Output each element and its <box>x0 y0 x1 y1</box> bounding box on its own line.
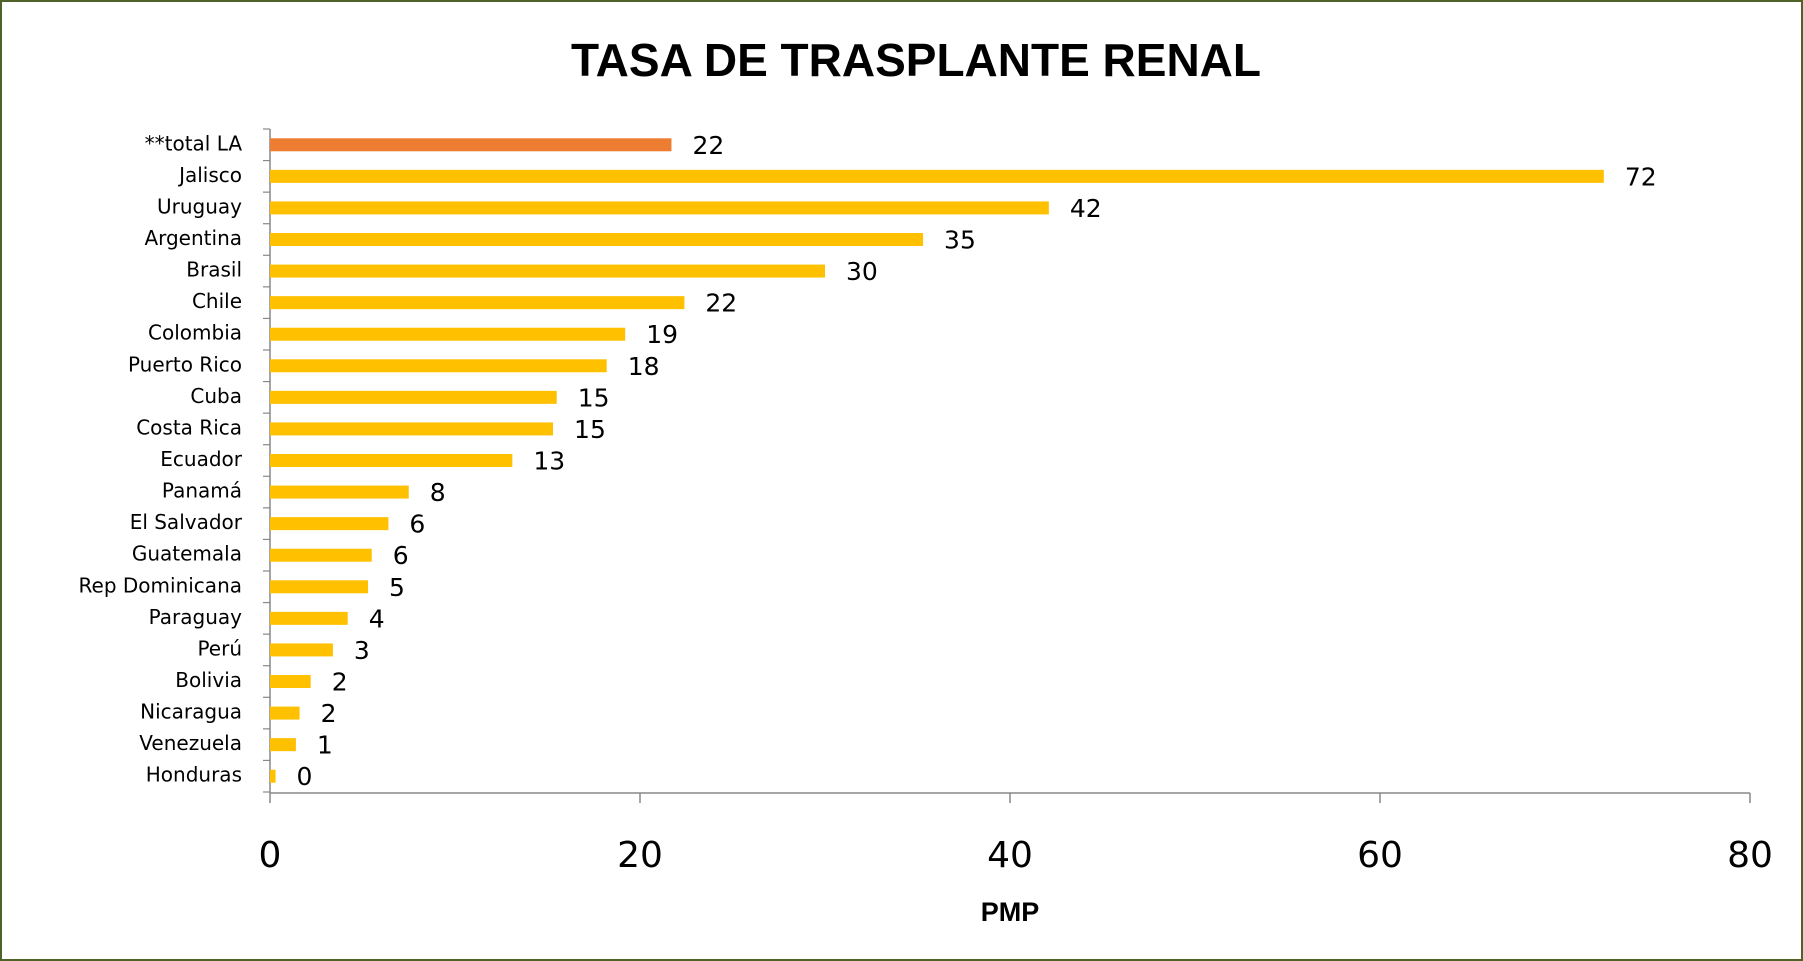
bar <box>270 769 276 783</box>
y-tick-label: Chile <box>192 289 242 313</box>
value-label: 42 <box>1070 194 1102 223</box>
y-tick-label: Ecuador <box>160 447 242 471</box>
x-tick-label: 20 <box>617 835 663 876</box>
value-label: 2 <box>332 668 348 697</box>
x-tick-label: 40 <box>987 835 1033 876</box>
bar <box>270 643 333 657</box>
value-label: 8 <box>430 478 446 507</box>
y-tick-label: Panamá <box>162 479 242 503</box>
bar <box>270 138 672 152</box>
y-tick-label: Uruguay <box>157 194 242 218</box>
chart-title: TASA DE TRASPLANTE RENAL <box>571 34 1261 86</box>
bar <box>270 422 554 436</box>
value-label: 72 <box>1625 162 1657 191</box>
value-label: 19 <box>646 320 678 349</box>
y-tick-label: Perú <box>197 636 242 660</box>
x-tick-label: 80 <box>1727 835 1773 876</box>
y-tick-label: Honduras <box>146 763 242 787</box>
bar <box>270 454 513 467</box>
value-label: 22 <box>692 131 724 160</box>
bar <box>270 233 924 246</box>
bar <box>270 548 372 562</box>
bar <box>270 517 389 531</box>
bar <box>270 738 296 752</box>
y-tick-label: Bolivia <box>175 668 242 692</box>
value-label: 3 <box>354 636 370 665</box>
value-label: 2 <box>321 699 337 728</box>
bar <box>270 359 607 373</box>
y-tick-label: Rep Dominicana <box>79 573 242 597</box>
value-label: 5 <box>389 573 405 602</box>
y-tick-label: Brasil <box>186 258 242 282</box>
y-tick-label: Cuba <box>190 384 242 408</box>
bar <box>270 580 369 594</box>
bar <box>270 201 1049 215</box>
value-label: 15 <box>578 383 610 412</box>
y-tick-label: Colombia <box>148 321 242 345</box>
x-tick-label: 60 <box>1357 835 1403 876</box>
bar <box>270 296 685 310</box>
bar <box>270 327 626 341</box>
value-label: 6 <box>393 541 409 570</box>
bar <box>270 485 409 499</box>
y-tick-label: El Salvador <box>130 510 243 534</box>
value-label: 18 <box>628 352 660 381</box>
value-label: 30 <box>846 257 878 286</box>
value-label: 22 <box>705 289 737 318</box>
y-tick-label: Jalisco <box>177 163 242 187</box>
value-label: 35 <box>944 226 976 255</box>
bar <box>270 390 557 404</box>
x-tick-label: 0 <box>259 835 282 876</box>
y-tick-label: Costa Rica <box>136 415 242 439</box>
y-tick-label: Nicaragua <box>140 700 242 724</box>
x-axis-label: PMP <box>981 897 1040 927</box>
bar <box>270 169 1604 183</box>
y-tick-label: Argentina <box>144 226 242 250</box>
bar <box>270 675 311 688</box>
bar <box>270 611 348 625</box>
bar <box>270 706 300 720</box>
y-tick-label: Guatemala <box>132 542 242 566</box>
value-label: 13 <box>533 447 565 476</box>
value-label: 0 <box>297 762 313 791</box>
value-label: 15 <box>574 415 606 444</box>
y-tick-label: **total LA <box>145 131 243 155</box>
value-label: 1 <box>317 731 333 760</box>
bar <box>270 264 825 278</box>
value-label: 4 <box>369 604 385 633</box>
y-tick-label: Paraguay <box>149 605 243 629</box>
value-label: 6 <box>409 510 425 539</box>
y-tick-label: Venezuela <box>139 731 242 755</box>
y-tick-label: Puerto Rico <box>128 352 242 376</box>
